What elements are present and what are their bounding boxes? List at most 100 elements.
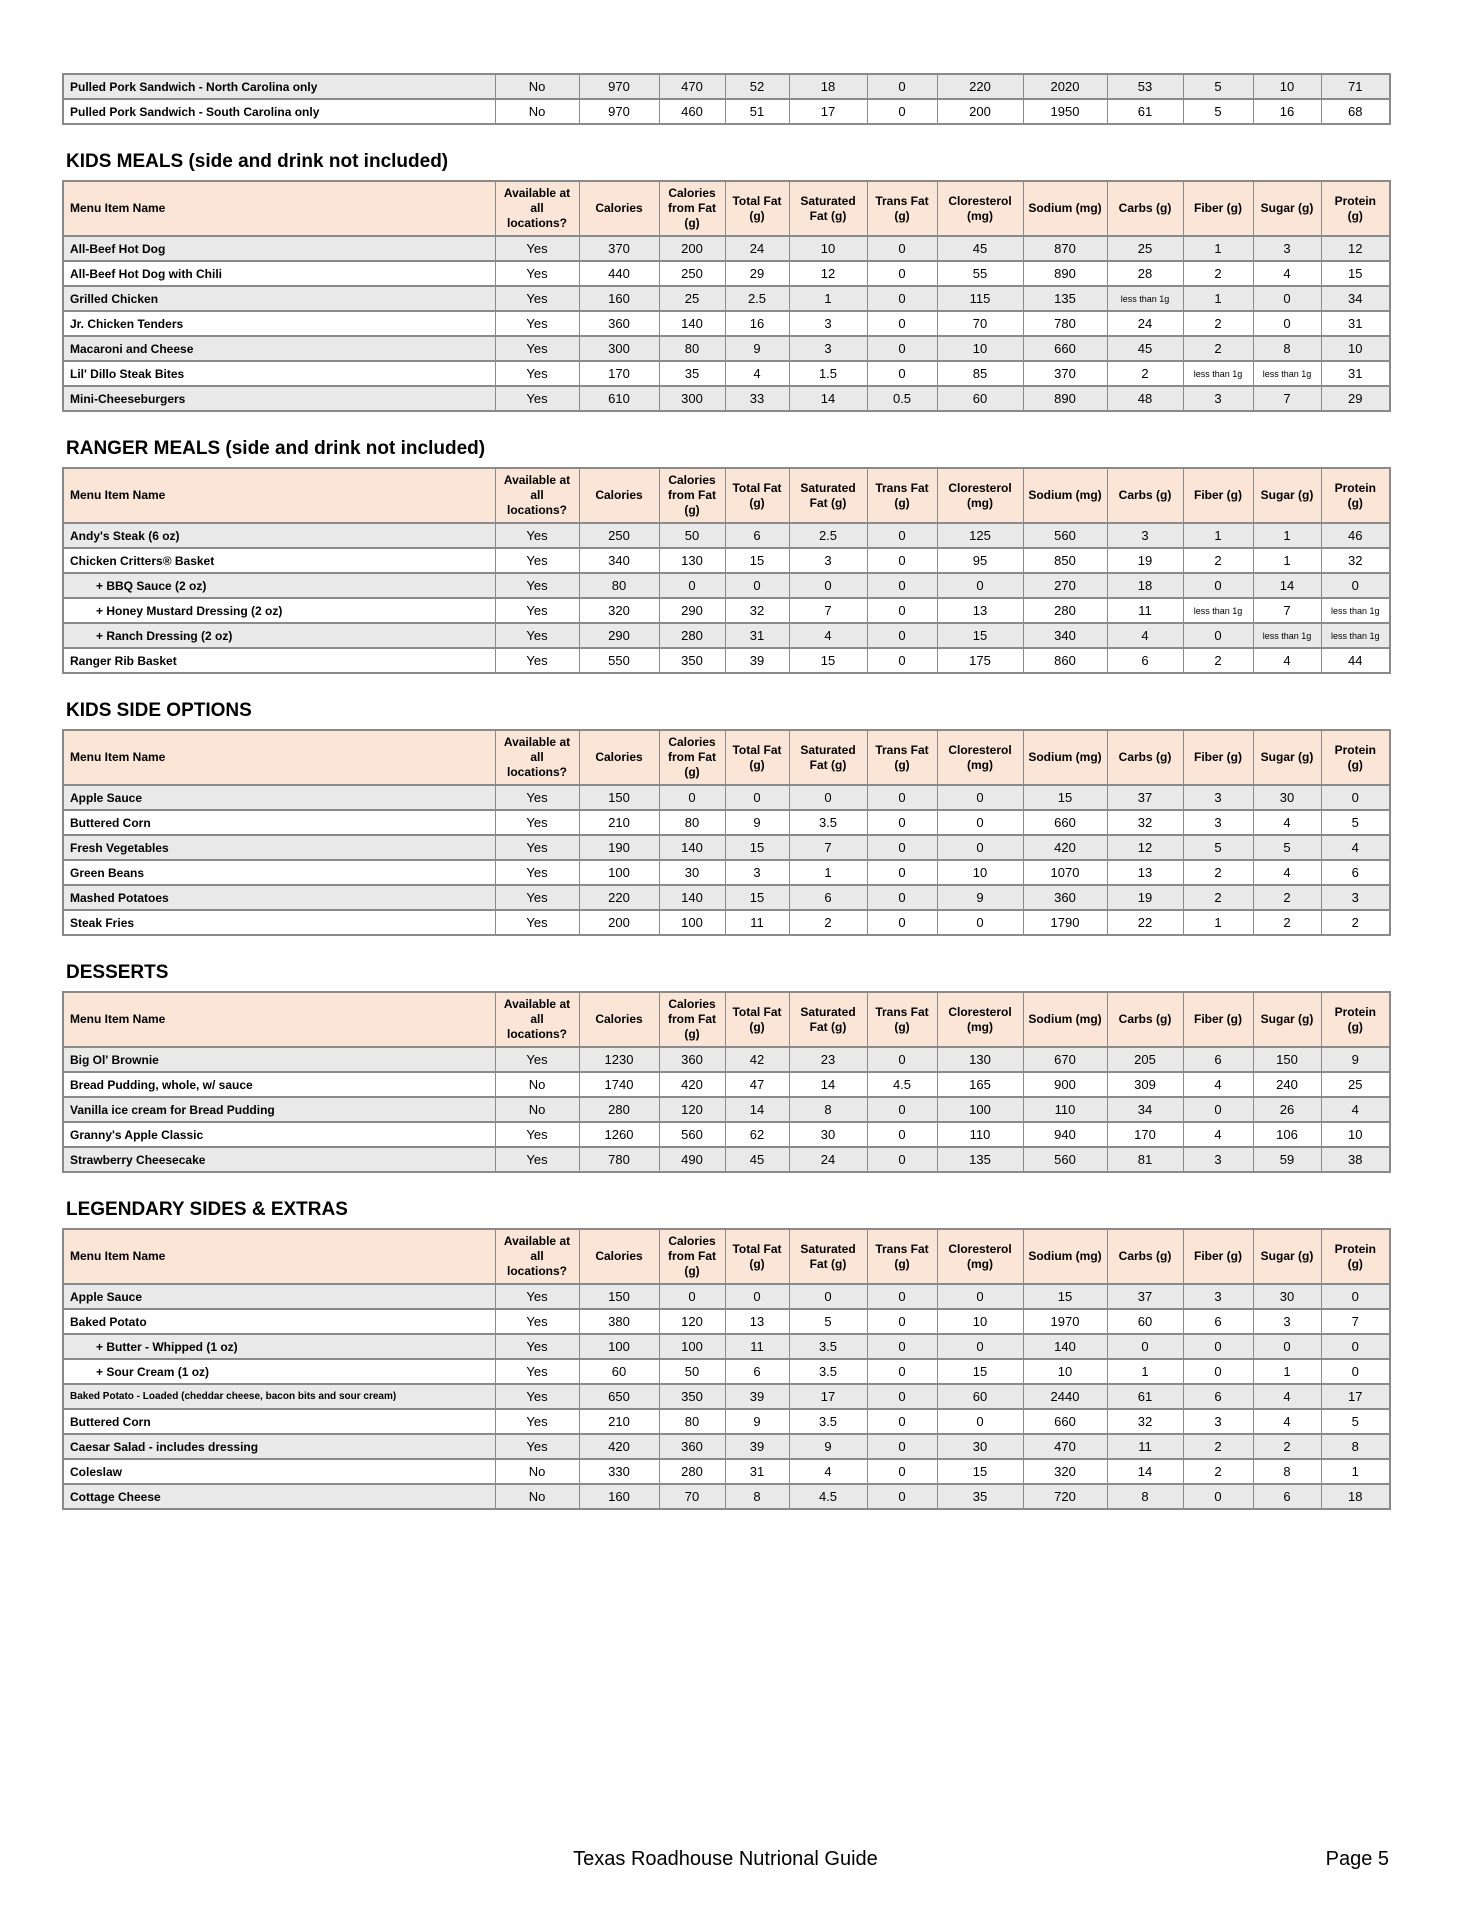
- menu-item-name-cell: Jr. Chicken Tenders: [62, 310, 496, 337]
- value-cell: 46: [1320, 522, 1391, 549]
- value-cell: 30: [1252, 784, 1322, 811]
- menu-item-name-cell: Mini-Cheeseburgers: [62, 385, 496, 412]
- table-row: Ranger Rib Basket Yes 550 350 39 15 0 175 860 6 2 4…: [62, 647, 1391, 674]
- value-cell: 0: [1182, 572, 1254, 599]
- value-cell: 1.5: [788, 360, 868, 387]
- header-row: Menu Item Name Available at all locations…: [62, 991, 1391, 1048]
- value-cell: 6: [1252, 1483, 1322, 1510]
- value-cell: 1: [1182, 522, 1254, 549]
- value-cell: 330: [578, 1458, 660, 1485]
- value-cell: 1: [788, 285, 868, 312]
- value-cell: less than 1g: [1320, 622, 1391, 649]
- value-cell: 15: [724, 547, 790, 574]
- header-row: Menu Item Name Available at all locations…: [62, 1228, 1391, 1285]
- value-cell: 890: [1022, 260, 1108, 287]
- value-cell: No: [494, 1458, 580, 1485]
- value-cell: 2: [1106, 360, 1184, 387]
- value-cell: 130: [658, 547, 726, 574]
- value-cell: 34: [1106, 1096, 1184, 1123]
- value-cell: 220: [936, 73, 1024, 100]
- value-cell: 39: [724, 647, 790, 674]
- table-ranger-meals: Menu Item Name Available at all locations…: [62, 467, 1391, 674]
- value-cell: No: [494, 1071, 580, 1098]
- table-kids-side-options: Menu Item Name Available at all locations…: [62, 729, 1391, 936]
- menu-item-name-cell: All-Beef Hot Dog: [62, 235, 496, 262]
- menu-item-name-cell: Pulled Pork Sandwich - South Carolina on…: [62, 98, 496, 125]
- value-cell: 80: [658, 1408, 726, 1435]
- value-cell: Yes: [494, 310, 580, 337]
- menu-item-name-cell: Coleslaw: [62, 1458, 496, 1485]
- value-cell: 970: [578, 73, 660, 100]
- value-cell: 3: [724, 859, 790, 886]
- menu-item-name-cell: Pulled Pork Sandwich - North Carolina on…: [62, 73, 496, 100]
- value-cell: Yes: [494, 1146, 580, 1173]
- value-cell: 14: [724, 1096, 790, 1123]
- value-cell: 1: [1182, 285, 1254, 312]
- value-cell: 60: [936, 1383, 1024, 1410]
- value-cell: 0: [788, 572, 868, 599]
- value-cell: No: [494, 1483, 580, 1510]
- value-cell: 6: [1320, 859, 1391, 886]
- value-cell: 24: [1106, 310, 1184, 337]
- column-header: Saturated Fat (g): [788, 729, 868, 786]
- value-cell: 610: [578, 385, 660, 412]
- value-cell: 8: [1320, 1433, 1391, 1460]
- table-row: Big Ol' Brownie Yes 1230 360 42 23 0 130 670 205 6…: [62, 1046, 1391, 1073]
- value-cell: 50: [658, 522, 726, 549]
- value-cell: 2: [1182, 547, 1254, 574]
- value-cell: 50: [658, 1358, 726, 1385]
- value-cell: 4: [1252, 260, 1322, 287]
- value-cell: 4: [1320, 1096, 1391, 1123]
- table-row: Pulled Pork Sandwich - South Carolina on…: [62, 98, 1391, 125]
- column-header: Calories: [578, 991, 660, 1048]
- table-row: + BBQ Sauce (2 oz) Yes 80 0 0 0 0 0 270 18 0 14 0: [62, 572, 1391, 599]
- column-header: Available at all locations?: [494, 729, 580, 786]
- value-cell: 18: [1320, 1483, 1391, 1510]
- value-cell: Yes: [494, 622, 580, 649]
- value-cell: 360: [658, 1046, 726, 1073]
- value-cell: 110: [1022, 1096, 1108, 1123]
- value-cell: 150: [578, 784, 660, 811]
- value-cell: 0: [866, 622, 938, 649]
- value-cell: 2: [1182, 335, 1254, 362]
- value-cell: 8: [788, 1096, 868, 1123]
- menu-item-name-cell: + BBQ Sauce (2 oz): [62, 572, 496, 599]
- value-cell: 3.5: [788, 1358, 868, 1385]
- value-cell: 140: [658, 834, 726, 861]
- column-header: Protein (g): [1320, 467, 1391, 524]
- value-cell: 62: [724, 1121, 790, 1148]
- table-row: Coleslaw No 330 280 31 4 0 15 320 14 2 8 1: [62, 1458, 1391, 1485]
- value-cell: 0: [866, 1308, 938, 1335]
- value-cell: 15: [1022, 1283, 1108, 1310]
- table-row: Green Beans Yes 100 30 3 1 0 10 1070 13 2 4 6: [62, 859, 1391, 886]
- value-cell: 44: [1320, 647, 1391, 674]
- value-cell: 13: [1106, 859, 1184, 886]
- value-cell: 0: [1106, 1333, 1184, 1360]
- value-cell: 140: [658, 884, 726, 911]
- value-cell: 100: [578, 1333, 660, 1360]
- section-title-desserts: DESSERTS: [66, 962, 169, 983]
- value-cell: 55: [936, 260, 1024, 287]
- table-row: Steak Fries Yes 200 100 11 2 0 0 1790 22 1 2 2: [62, 909, 1391, 936]
- menu-item-name-cell: Lil' Dillo Steak Bites: [62, 360, 496, 387]
- value-cell: 81: [1106, 1146, 1184, 1173]
- value-cell: 38: [1320, 1146, 1391, 1173]
- value-cell: 2: [1252, 884, 1322, 911]
- value-cell: 100: [658, 909, 726, 936]
- value-cell: 120: [658, 1096, 726, 1123]
- value-cell: 1: [788, 859, 868, 886]
- value-cell: 15: [724, 834, 790, 861]
- value-cell: 6: [1106, 647, 1184, 674]
- table-row: Fresh Vegetables Yes 190 140 15 7 0 0 420 12 5 5 4: [62, 834, 1391, 861]
- value-cell: 0: [866, 547, 938, 574]
- value-cell: 80: [658, 335, 726, 362]
- value-cell: 210: [578, 809, 660, 836]
- value-cell: 8: [724, 1483, 790, 1510]
- value-cell: 190: [578, 834, 660, 861]
- value-cell: 53: [1106, 73, 1184, 100]
- value-cell: 0: [936, 1408, 1024, 1435]
- value-cell: Yes: [494, 597, 580, 624]
- column-header: Trans Fat (g): [866, 1228, 938, 1285]
- value-cell: 340: [578, 547, 660, 574]
